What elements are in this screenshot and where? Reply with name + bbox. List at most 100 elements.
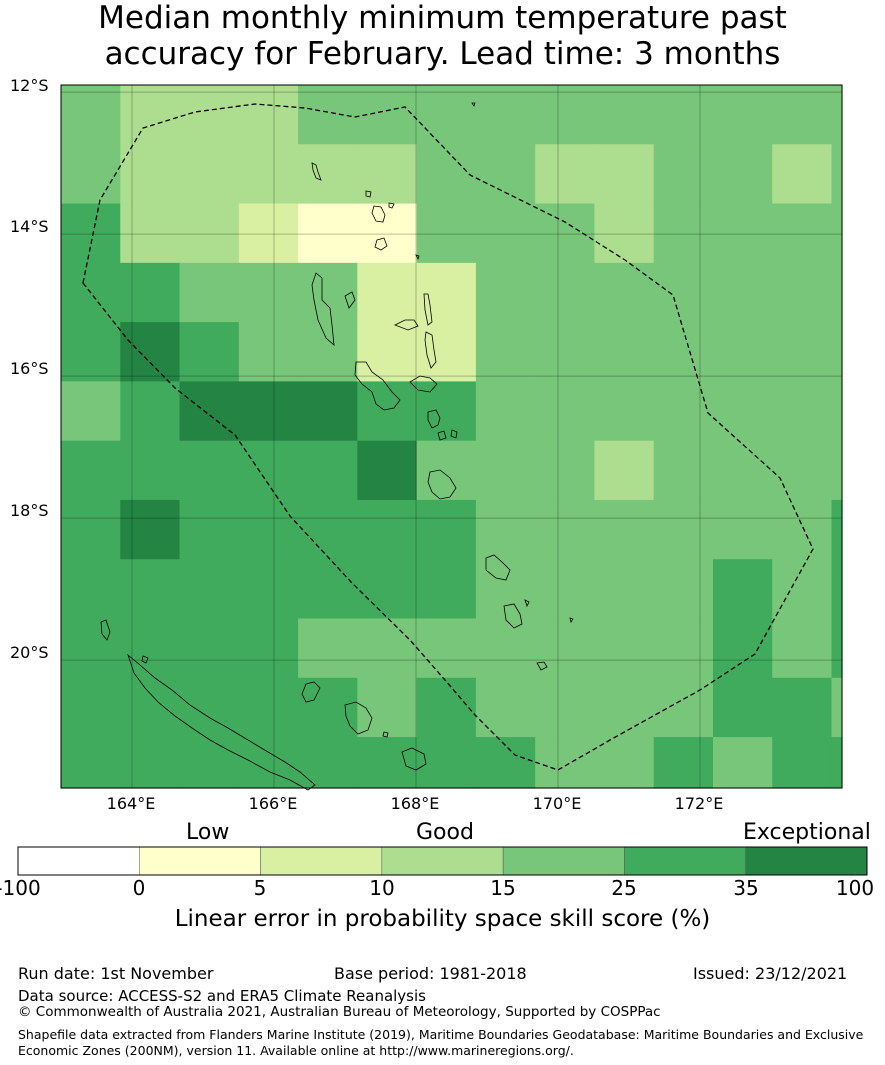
island-loyalty-islet (382, 731, 389, 738)
colorbar-frame (17, 846, 868, 876)
grid-cell (416, 262, 477, 323)
grid-cell (61, 203, 121, 264)
island-ambrym (409, 375, 438, 393)
grid-cell (238, 618, 299, 679)
grid-cell (594, 262, 655, 323)
grid-cell (831, 203, 843, 264)
island-erromango (485, 554, 511, 581)
grid-cell (298, 322, 358, 382)
grid-cell (416, 85, 477, 145)
colorbar-swatches (17, 846, 868, 876)
grid-cell (357, 737, 418, 789)
grid-cell (653, 559, 714, 620)
lon-label-172e: 172°E (674, 794, 724, 813)
grid-cell (831, 737, 843, 789)
island-aneityum (536, 661, 548, 671)
lat-label-14s: 14°S (10, 217, 49, 236)
grid-cell (61, 618, 121, 679)
shapefile-credit: Shapefile data extracted from Flanders M… (18, 1027, 868, 1059)
grid-cell (120, 203, 181, 264)
island-belep (100, 619, 111, 641)
grid-cell (712, 203, 773, 264)
island-maewo (423, 293, 433, 326)
grid-cell (831, 381, 843, 442)
grid-cell (712, 677, 773, 738)
grid-cell (179, 144, 240, 205)
grid-cell (61, 85, 121, 145)
grid-cell (712, 559, 773, 620)
island-islet-1 (415, 254, 420, 261)
grid-cell (594, 737, 655, 789)
base-period: Base period: 1981-2018 (334, 964, 527, 983)
grid-cell (535, 381, 596, 442)
grid-cell (772, 381, 833, 442)
grid-cell (238, 737, 299, 789)
map-frame (60, 84, 843, 789)
colorbar-tick: 10 (369, 876, 395, 900)
issued-date: Issued: 23/12/2021 (693, 964, 848, 983)
island-torres (311, 162, 322, 181)
colorbar-swatch (260, 846, 383, 876)
island-malo (344, 291, 356, 309)
grid-cell (179, 440, 240, 501)
grid-cell (535, 677, 596, 738)
title-line-1: Median monthly minimum temperature past (98, 0, 787, 36)
grid-cell (594, 322, 655, 382)
grid-cell (594, 559, 655, 620)
grid-cell (475, 203, 536, 264)
grid-cell (712, 440, 773, 501)
grid-cell (179, 677, 240, 738)
grid-cell (772, 618, 833, 679)
grid-cell (357, 618, 418, 679)
data-source: Data source: ACCESS-S2 and ERA5 Climate … (18, 987, 426, 1005)
grid-cell (416, 322, 477, 382)
grid-cell (238, 499, 299, 560)
island-banks-2 (374, 237, 388, 251)
grid-cell (772, 499, 833, 560)
grid-cell (120, 144, 181, 205)
lon-label-168e: 168°E (390, 794, 440, 813)
lon-label-170e: 170°E (532, 794, 582, 813)
grid-cell (831, 559, 843, 620)
colorbar-tick: 35 (733, 876, 759, 900)
island-islet-2 (471, 102, 476, 107)
grid-cell (61, 737, 121, 789)
colorbar-tick: 0 (132, 876, 146, 900)
grid-cell (712, 499, 773, 560)
grid-cell (653, 203, 714, 264)
grid-cell (712, 262, 773, 323)
grid-cell (535, 144, 596, 205)
grid-cell (831, 144, 843, 205)
grid-cell (831, 677, 843, 738)
grid-cell (475, 262, 536, 323)
grid-cell (475, 440, 536, 501)
colorbar-tick: -100 (0, 876, 41, 900)
grid-cell (594, 499, 655, 560)
grid-cell (535, 262, 596, 323)
grid-cell (120, 559, 181, 620)
grid-cell (416, 677, 477, 738)
shapefile-credit-line-1: Shapefile data extracted from Flanders M… (18, 1027, 864, 1042)
grid-cell (712, 322, 773, 382)
lat-label-20s: 20°S (10, 643, 49, 662)
colorbar-swatch (624, 846, 746, 876)
grid-cell (475, 322, 536, 382)
grid-cell (653, 85, 714, 145)
grid-cell (831, 262, 843, 323)
title-line-2: accuracy for February. Lead time: 3 mont… (104, 36, 781, 72)
grid-cell (298, 440, 358, 501)
island-efate (427, 469, 457, 500)
island-islet-3 (524, 599, 530, 608)
grid-cell (772, 677, 833, 738)
grid-cell (179, 618, 240, 679)
grid-cell (298, 499, 358, 560)
grid-cell (416, 618, 477, 679)
grid-cell (772, 85, 833, 145)
grid-cell (475, 499, 536, 560)
island-banks-3 (365, 190, 372, 198)
grid-cell (712, 381, 773, 442)
grid-cell (594, 440, 655, 501)
island-ambae (394, 319, 419, 331)
grid-cell (298, 618, 358, 679)
grid-cell (712, 737, 773, 789)
